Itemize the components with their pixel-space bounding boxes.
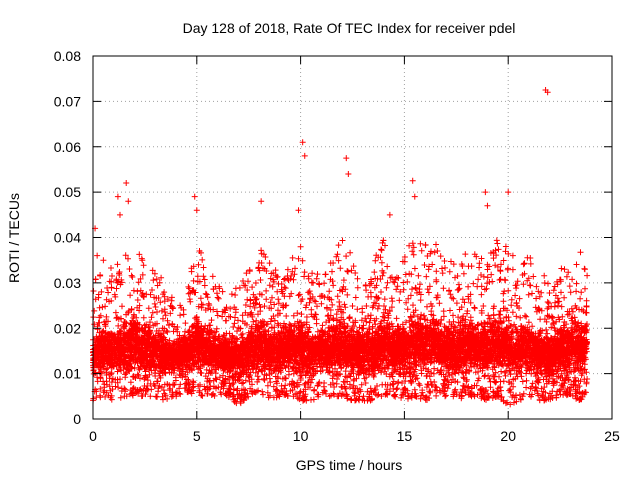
y-tick-label: 0.08 (54, 48, 81, 64)
data-point (411, 193, 418, 200)
x-tick-label: 25 (604, 428, 620, 444)
data-point (191, 193, 198, 200)
y-tick-label: 0.01 (54, 366, 81, 382)
y-axis-title: ROTI / TECUs (6, 193, 22, 283)
y-tick-label: 0.06 (54, 139, 81, 155)
x-tick-label: 10 (293, 428, 309, 444)
y-tick-label: 0.07 (54, 93, 81, 109)
data-points (90, 87, 591, 408)
y-tick-label: 0.04 (54, 230, 81, 246)
x-tick-label: 20 (500, 428, 516, 444)
data-point (116, 211, 123, 218)
data-point (258, 198, 265, 205)
data-point (544, 89, 551, 96)
y-tick-label: 0.05 (54, 184, 81, 200)
data-point (100, 257, 107, 264)
chart-title: Day 128 of 2018, Rate Of TEC Index for r… (183, 20, 516, 36)
data-point (94, 252, 101, 259)
x-tick-label: 0 (89, 428, 97, 444)
y-tick-labels: 0 0.01 0.02 0.03 0.04 0.05 0.06 0.07 0.08 (54, 48, 81, 427)
point-cloud (90, 237, 591, 408)
y-tick-label: 0.02 (54, 320, 81, 336)
data-point (386, 211, 393, 218)
data-point (123, 180, 130, 187)
data-point (484, 202, 491, 209)
data-point (295, 207, 302, 214)
x-tick-label: 5 (193, 428, 201, 444)
data-point (301, 152, 308, 159)
data-point (505, 189, 512, 196)
axis-ticks (92, 55, 613, 420)
data-point (345, 170, 352, 177)
data-point (125, 198, 132, 205)
x-tick-label: 15 (397, 428, 413, 444)
data-point (482, 189, 489, 196)
data-point (193, 207, 200, 214)
y-tick-label: 0.03 (54, 275, 81, 291)
x-axis-title: GPS time / hours (296, 457, 403, 473)
data-point (343, 155, 350, 162)
data-point (409, 177, 416, 184)
y-tick-label: 0 (73, 411, 81, 427)
data-point (114, 193, 121, 200)
data-point (299, 139, 306, 146)
x-tick-labels: 0 5 10 15 20 25 (89, 428, 620, 444)
